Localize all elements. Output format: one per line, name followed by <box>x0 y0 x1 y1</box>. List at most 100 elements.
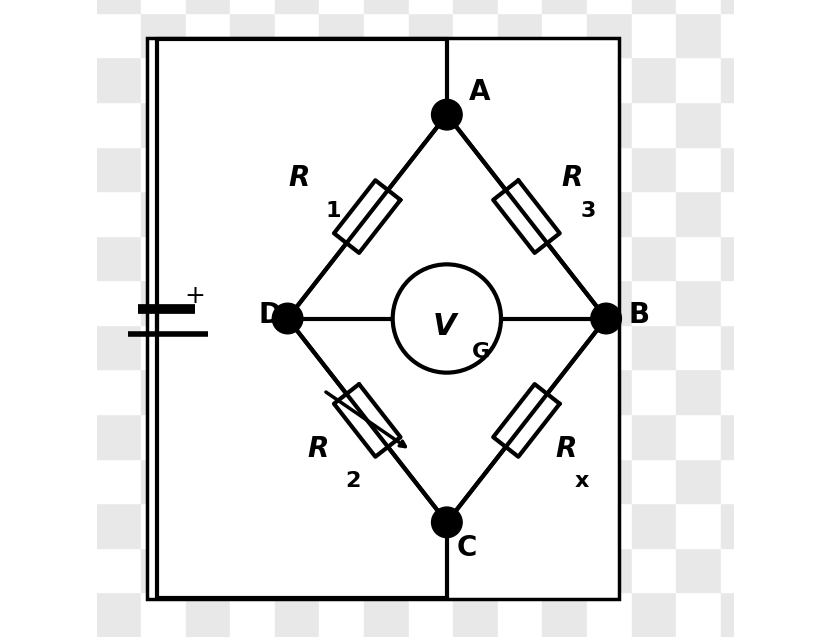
Bar <box>676 414 720 459</box>
Bar <box>230 548 275 592</box>
Bar <box>676 191 720 236</box>
Bar <box>453 102 498 147</box>
Bar <box>275 147 320 191</box>
Bar <box>498 369 542 414</box>
Bar <box>676 459 720 503</box>
Bar <box>720 191 765 236</box>
Bar <box>676 236 720 280</box>
Bar <box>141 369 186 414</box>
Text: V: V <box>433 311 456 341</box>
Bar <box>542 503 587 548</box>
Bar <box>275 0 320 13</box>
Bar <box>587 102 632 147</box>
Bar <box>320 548 364 592</box>
Bar <box>587 236 632 280</box>
Bar <box>542 414 587 459</box>
Bar <box>364 592 408 637</box>
Circle shape <box>432 99 462 130</box>
Bar <box>720 414 765 459</box>
Bar <box>275 13 320 57</box>
Bar <box>275 503 320 548</box>
Bar <box>632 548 676 592</box>
Bar <box>453 369 498 414</box>
Bar <box>186 236 230 280</box>
Bar <box>587 548 632 592</box>
Bar <box>453 0 498 13</box>
Bar <box>498 102 542 147</box>
Text: R: R <box>308 435 329 463</box>
Bar <box>275 369 320 414</box>
Bar <box>364 102 408 147</box>
Bar <box>632 369 676 414</box>
Circle shape <box>272 303 303 334</box>
Bar <box>542 459 587 503</box>
Bar <box>632 57 676 102</box>
Text: C: C <box>457 534 476 562</box>
Bar <box>498 147 542 191</box>
Bar <box>408 414 453 459</box>
Bar <box>498 0 542 13</box>
Bar <box>408 236 453 280</box>
Bar <box>498 548 542 592</box>
Bar <box>542 236 587 280</box>
Bar <box>96 102 141 147</box>
Bar <box>542 57 587 102</box>
Bar <box>141 13 186 57</box>
Bar <box>720 236 765 280</box>
Bar <box>96 57 141 102</box>
Bar <box>453 548 498 592</box>
Circle shape <box>591 303 622 334</box>
Bar <box>542 147 587 191</box>
Bar <box>498 459 542 503</box>
Bar <box>364 414 408 459</box>
Bar <box>364 325 408 369</box>
Bar <box>498 236 542 280</box>
Bar <box>320 414 364 459</box>
Bar <box>320 0 364 13</box>
Bar <box>186 503 230 548</box>
Text: 2: 2 <box>345 471 360 491</box>
Bar <box>632 13 676 57</box>
Bar <box>720 369 765 414</box>
Bar <box>186 459 230 503</box>
Bar <box>96 325 141 369</box>
Bar <box>676 548 720 592</box>
Bar <box>364 280 408 325</box>
Bar <box>542 0 587 13</box>
Bar <box>408 592 453 637</box>
Bar <box>408 459 453 503</box>
Bar <box>148 38 619 599</box>
Bar <box>542 592 587 637</box>
Bar <box>275 236 320 280</box>
Bar <box>632 459 676 503</box>
Bar <box>632 280 676 325</box>
Bar <box>632 147 676 191</box>
Bar <box>141 414 186 459</box>
Bar <box>676 369 720 414</box>
Bar <box>275 191 320 236</box>
Bar <box>453 191 498 236</box>
Bar <box>632 236 676 280</box>
Text: B: B <box>628 301 650 329</box>
Bar <box>141 459 186 503</box>
Bar <box>676 13 720 57</box>
Bar <box>408 325 453 369</box>
Bar <box>141 57 186 102</box>
Bar <box>587 592 632 637</box>
Bar <box>96 592 141 637</box>
Bar <box>676 592 720 637</box>
Bar <box>141 191 186 236</box>
Bar <box>186 102 230 147</box>
Bar <box>364 13 408 57</box>
Bar <box>364 57 408 102</box>
Bar <box>320 592 364 637</box>
Bar <box>364 147 408 191</box>
Bar <box>453 592 498 637</box>
Bar <box>96 503 141 548</box>
Bar <box>542 191 587 236</box>
Text: 3: 3 <box>581 201 596 220</box>
Bar <box>542 369 587 414</box>
Bar <box>364 369 408 414</box>
Bar <box>364 236 408 280</box>
Bar <box>275 280 320 325</box>
